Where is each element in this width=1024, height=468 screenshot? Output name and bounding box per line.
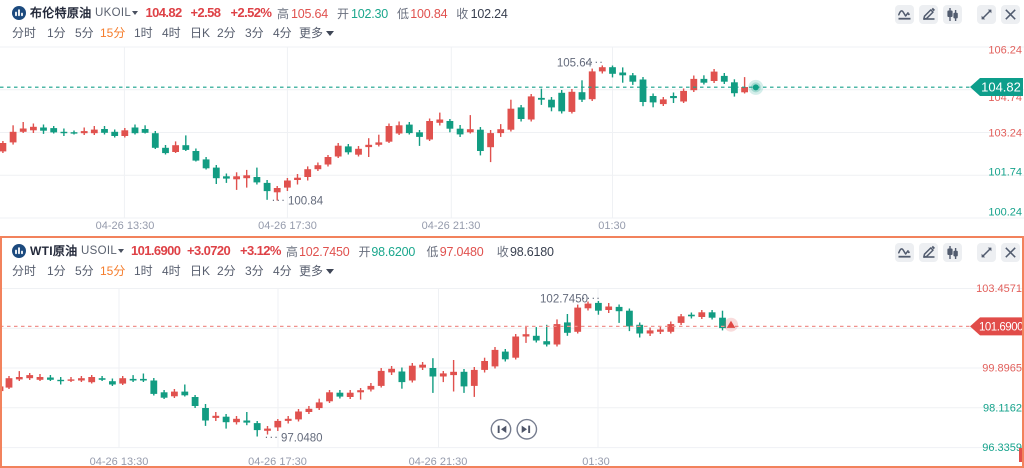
svg-text:01:30: 01:30 — [598, 220, 626, 232]
svg-text:····: ···· — [585, 57, 604, 69]
svg-text:104.82: 104.82 — [981, 79, 1021, 94]
svg-text:105.64: 105.64 — [557, 58, 593, 70]
svg-text:04-26 13:30: 04-26 13:30 — [90, 456, 149, 468]
svg-text:101.74: 101.74 — [988, 167, 1022, 179]
svg-text:99.8965: 99.8965 — [982, 363, 1022, 375]
svg-text:···: ··· — [272, 195, 287, 207]
svg-text:01:30: 01:30 — [582, 456, 610, 468]
svg-text:04-26 17:30: 04-26 17:30 — [248, 456, 307, 468]
svg-text:102.7450: 102.7450 — [540, 294, 588, 306]
svg-text:04-26 21:30: 04-26 21:30 — [422, 220, 481, 232]
svg-text:96.3359: 96.3359 — [982, 442, 1022, 454]
svg-text:100.84: 100.84 — [288, 196, 324, 208]
svg-text:106.24: 106.24 — [988, 45, 1022, 57]
svg-text:····: ···· — [582, 293, 601, 305]
svg-text:103.24: 103.24 — [988, 128, 1022, 140]
svg-text:100.24: 100.24 — [988, 207, 1022, 219]
svg-text:101.6900: 101.6900 — [979, 322, 1023, 334]
svg-text:04-26 17:30: 04-26 17:30 — [258, 220, 317, 232]
svg-text:04-26 21:30: 04-26 21:30 — [409, 456, 468, 468]
svg-text:103.4571: 103.4571 — [976, 283, 1022, 295]
svg-text:98.1162: 98.1162 — [983, 402, 1022, 414]
svg-text:97.0480: 97.0480 — [281, 432, 323, 444]
svg-text:04-26 13:30: 04-26 13:30 — [96, 220, 155, 232]
svg-text:···: ··· — [265, 431, 280, 443]
